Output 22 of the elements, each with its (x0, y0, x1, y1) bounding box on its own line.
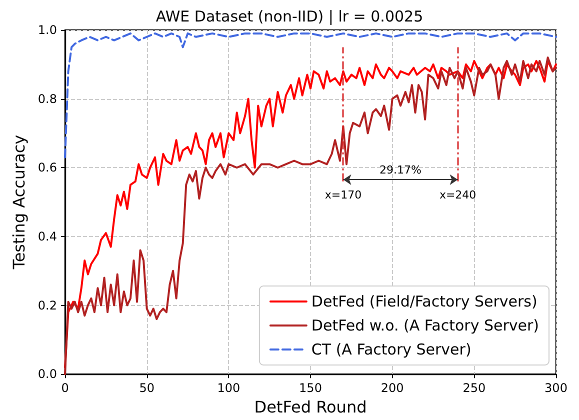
annotation: 29.17% (380, 164, 422, 177)
y-tick-label: 0.0 (38, 367, 57, 382)
ref-line-label: x=240 (439, 188, 476, 202)
x-tick-label: 150 (299, 381, 322, 396)
y-tick-label: 1.0 (38, 23, 57, 37)
y-tick-label: 0.6 (38, 160, 57, 175)
legend-label: DetFed w.o. (A Factory Server) (311, 316, 539, 334)
x-tick-label: 0 (61, 381, 69, 396)
legend-label: CT (A Factory Server) (311, 340, 472, 358)
ref-line-label: x=170 (324, 188, 362, 202)
y-tick-label: 0.8 (38, 92, 57, 106)
chart-title: AWE Dataset (non-IID) | lr = 0.0025 (156, 8, 424, 26)
x-tick-label: 50 (139, 381, 154, 396)
y-tick-label: 0.2 (38, 298, 57, 312)
x-axis-title: DetFed Round (254, 398, 367, 416)
x-tick-label: 200 (380, 381, 404, 396)
x-tick-label: 250 (462, 381, 486, 396)
y-tick-label: 0.4 (38, 229, 57, 244)
x-tick-label: 300 (544, 381, 568, 396)
legend-label: DetFed (Field/Factory Servers) (311, 292, 538, 310)
y-axis-title: Testing Accuracy (10, 134, 28, 270)
x-tick-label: 100 (217, 381, 240, 396)
